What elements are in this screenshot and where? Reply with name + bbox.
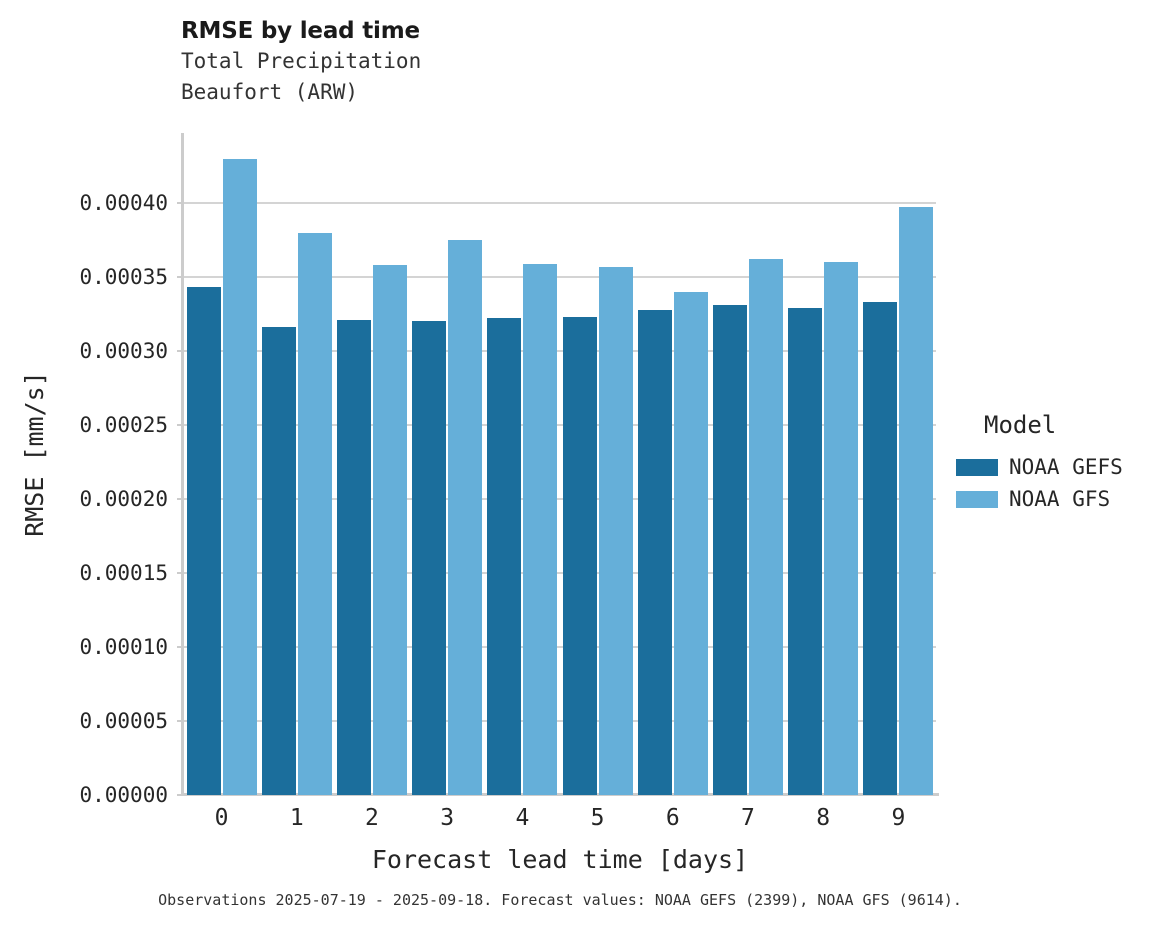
x-tick-label: 0 — [214, 805, 229, 831]
x-tick-label: 8 — [816, 805, 831, 831]
gridline — [184, 572, 936, 574]
y-tick-label: 0.00010 — [79, 635, 168, 659]
gridline — [184, 202, 936, 204]
x-tick-label: 5 — [590, 805, 605, 831]
page-title: RMSE by lead time — [181, 18, 420, 44]
bar — [788, 308, 823, 795]
bar — [448, 240, 483, 795]
bar — [297, 232, 332, 795]
plot-area — [177, 133, 936, 796]
chart-caption: Observations 2025-07-19 - 2025-09-18. Fo… — [158, 891, 962, 909]
y-tick-mark — [177, 276, 184, 278]
bar — [487, 318, 522, 795]
gridline — [184, 646, 936, 648]
bar — [598, 266, 633, 795]
x-tick-label: 2 — [365, 805, 379, 831]
x-tick-label: 9 — [891, 805, 906, 831]
title-block: RMSE by lead time Total Precipitation Be… — [181, 16, 881, 108]
y-axis-spine — [181, 133, 184, 795]
legend-entries: NOAA GEFS NOAA GFS — [956, 452, 1171, 514]
y-tick-mark — [177, 424, 184, 426]
gridline — [184, 498, 936, 500]
bar — [523, 263, 558, 795]
y-axis-tick-labels: 0.00000 0.00005 0.00010 0.00015 0.00020 0.000… — [0, 133, 168, 806]
y-tick-label: 0.00000 — [79, 783, 168, 807]
bar — [222, 158, 257, 795]
y-tick-mark — [177, 720, 184, 722]
x-tick-label: 3 — [440, 805, 455, 831]
legend-item-label: NOAA GFS — [1009, 486, 1111, 511]
bar — [713, 305, 747, 795]
y-tick-mark — [177, 794, 184, 796]
bar — [749, 259, 783, 795]
y-tick-label: 0.00040 — [79, 191, 168, 215]
y-tick-label: 0.00005 — [79, 709, 168, 733]
legend: Model NOAA GEFS NOAA GFS — [956, 410, 1171, 516]
gridline — [184, 350, 936, 352]
bar — [373, 265, 407, 795]
gridline — [184, 424, 936, 426]
x-axis-title: Forecast lead time [days] — [371, 845, 749, 874]
y-tick-mark — [177, 350, 184, 352]
y-tick-label: 0.00015 — [79, 561, 168, 585]
bar — [637, 309, 672, 795]
y-tick-label: 0.00020 — [79, 487, 168, 511]
y-tick-mark — [177, 498, 184, 500]
x-axis-tick-labels: 0 1 2 3 4 5 6 7 8 9 — [184, 805, 936, 835]
x-tick-label: 7 — [741, 805, 755, 831]
bar — [824, 262, 859, 795]
x-axis-spine — [181, 793, 939, 796]
y-tick-label: 0.00035 — [79, 265, 168, 289]
y-tick-label: 0.00030 — [79, 339, 168, 363]
gridline — [184, 276, 936, 278]
x-tick-label: 1 — [289, 805, 304, 831]
y-tick-mark — [177, 202, 184, 204]
legend-swatch-icon — [956, 458, 998, 476]
y-tick-mark — [177, 572, 184, 574]
legend-item[interactable]: NOAA GFS — [956, 484, 1171, 514]
bar — [261, 327, 296, 795]
y-tick-mark — [177, 646, 184, 648]
bar — [899, 207, 934, 795]
legend-item-label: NOAA GEFS — [1009, 454, 1123, 479]
bar — [673, 291, 708, 795]
bar — [186, 287, 221, 795]
gridline — [184, 720, 936, 722]
bar — [863, 302, 898, 795]
chart-subtitle-location: Beaufort (ARW) — [181, 80, 359, 104]
bar — [337, 319, 371, 795]
x-tick-label: 6 — [665, 805, 680, 831]
bar — [412, 321, 447, 795]
legend-swatch-icon — [956, 490, 998, 508]
x-tick-label: 4 — [515, 805, 530, 831]
chart-subtitle-variable: Total Precipitation — [181, 49, 422, 73]
bar — [562, 316, 597, 795]
legend-item[interactable]: NOAA GEFS — [956, 452, 1171, 482]
y-tick-label: 0.00025 — [79, 413, 168, 437]
y-axis-title: RMSE [mm/s] — [20, 371, 49, 537]
legend-title: Model — [984, 411, 1057, 439]
